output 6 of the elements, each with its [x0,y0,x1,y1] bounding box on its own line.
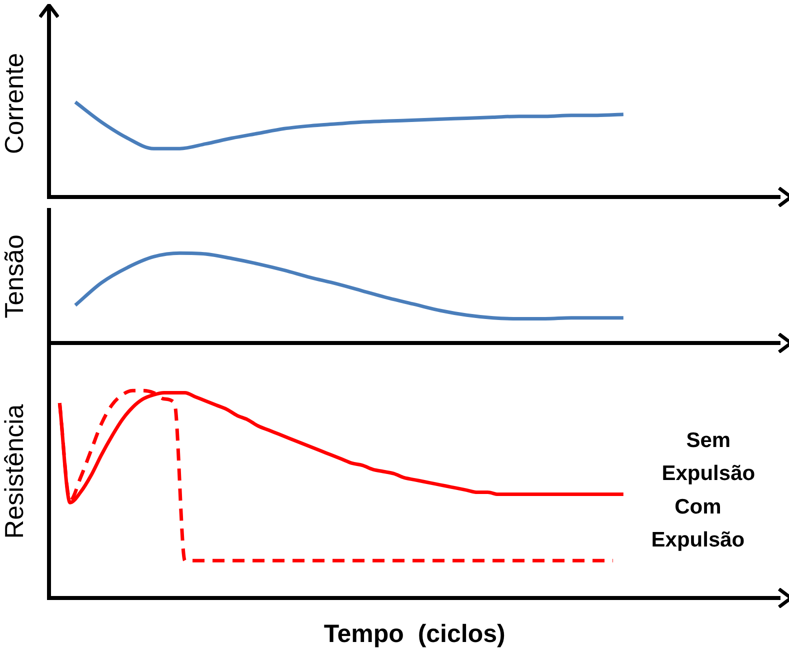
x-axis-title: Tempo (ciclos) [324,620,506,648]
y-axis-title: Corrente [0,52,29,154]
y-axis-title: Tensão [0,234,29,318]
y-axis-title: Resistência [0,404,29,539]
series-label: Sem Expulsão [662,429,756,486]
series-label: Com Expulsão [651,495,745,552]
